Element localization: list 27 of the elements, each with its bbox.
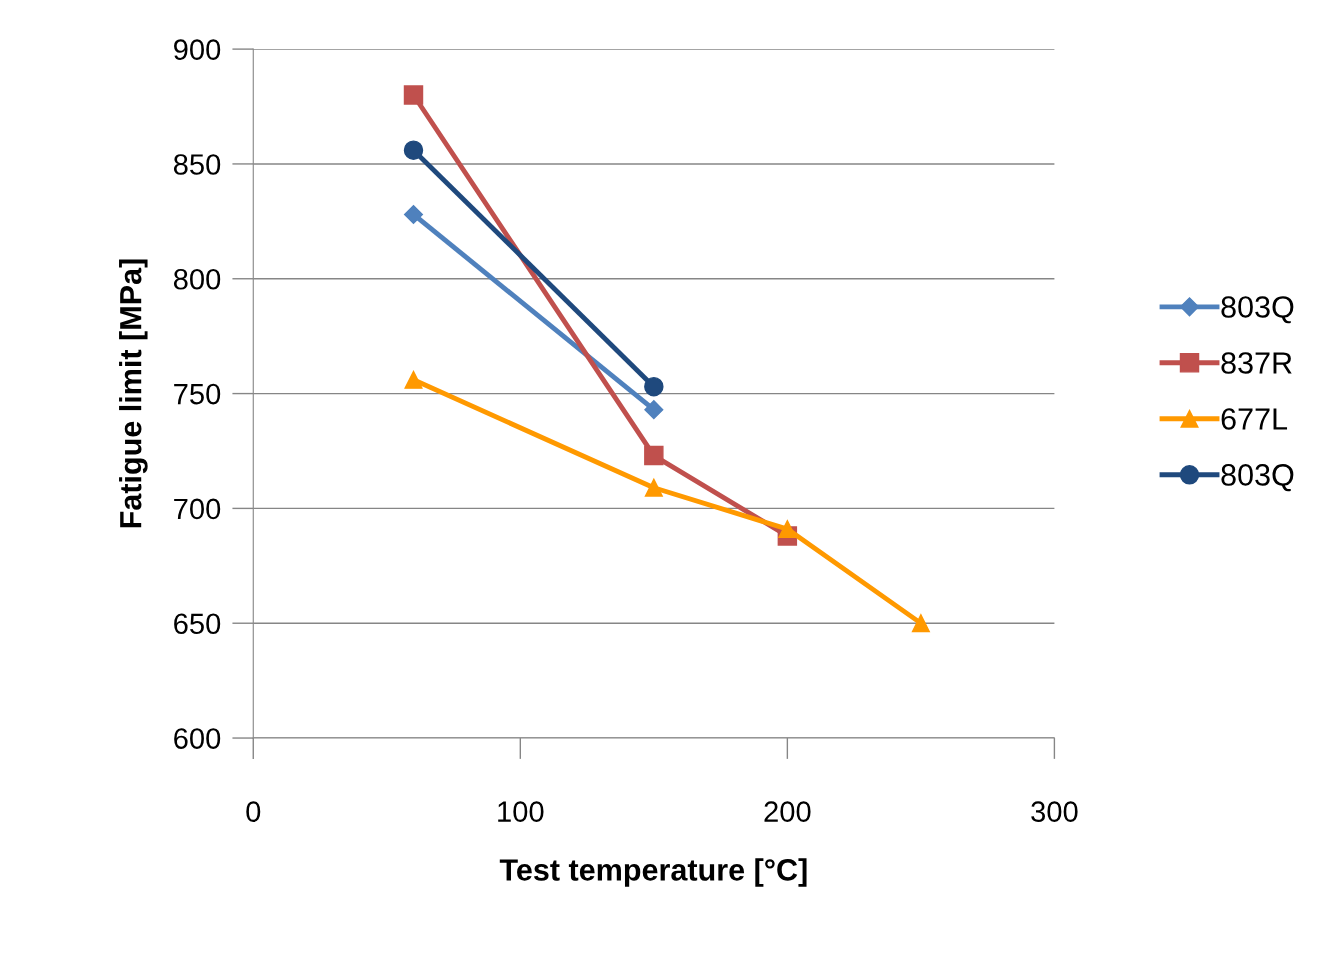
- point: [403, 85, 424, 105]
- y-axis-title: Fatigue limit [MPa]: [119, 259, 148, 528]
- legend-label: 837R: [1221, 352, 1292, 374]
- x-tick-label: 200: [764, 801, 811, 822]
- x-tick-label: 0: [246, 801, 261, 822]
- point: [778, 520, 797, 539]
- legend-label: 677L: [1221, 408, 1288, 430]
- point: [403, 140, 424, 160]
- y-tick-label: 700: [174, 498, 221, 520]
- y-tick-label: 900: [174, 39, 221, 60]
- point: [644, 478, 663, 497]
- point: [644, 376, 664, 397]
- x-axis-title: Test temperature [°C]: [499, 858, 807, 887]
- legend-label: 803Q: [1221, 464, 1294, 492]
- y-tick-label: 800: [173, 268, 221, 290]
- point: [644, 400, 664, 420]
- y-tick-label: 600: [174, 728, 221, 749]
- y-tick-label: 650: [174, 613, 221, 635]
- x-tick-label: 100: [498, 801, 544, 822]
- point: [403, 204, 424, 224]
- legend-label: 803Q: [1221, 296, 1294, 324]
- point: [911, 614, 930, 633]
- point: [644, 445, 664, 466]
- y-tick-label: 750: [174, 383, 221, 405]
- point: [404, 370, 423, 389]
- y-tick-label: 850: [173, 154, 221, 175]
- x-tick-label: 300: [1031, 801, 1078, 822]
